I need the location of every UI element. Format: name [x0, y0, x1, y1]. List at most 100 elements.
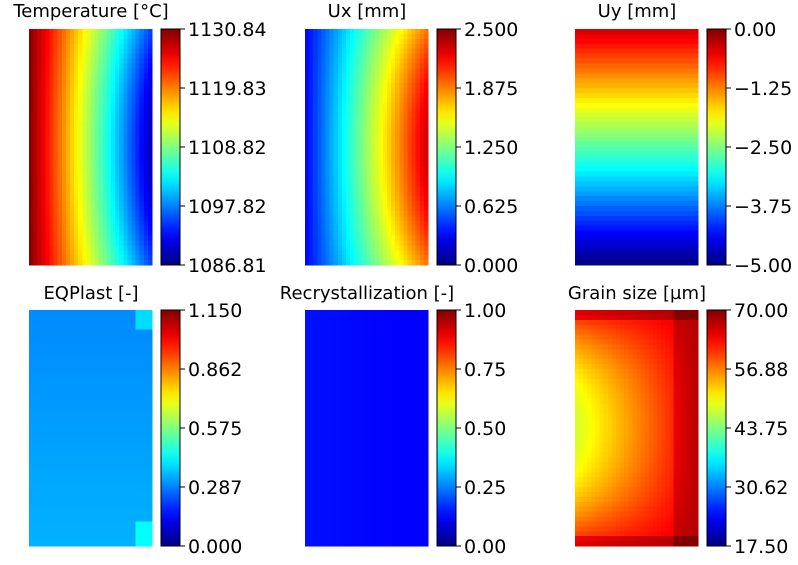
heatmap-cell — [37, 403, 42, 409]
heatmap-cell — [575, 250, 580, 256]
heatmap-cell — [411, 147, 417, 153]
heatmap-cell — [693, 196, 699, 202]
heatmap-cell — [102, 235, 108, 242]
heatmap-cell — [387, 48, 392, 55]
heatmap-cell — [90, 92, 96, 99]
heatmap-cell — [403, 83, 409, 89]
heatmap-cell — [147, 398, 153, 405]
heatmap-cell — [575, 117, 580, 124]
heatmap-cell — [374, 210, 380, 217]
heatmap-cell — [37, 215, 42, 222]
heatmap-cell — [115, 166, 120, 173]
heatmap-cell — [403, 235, 409, 242]
heatmap-cell — [378, 43, 384, 50]
heatmap-cell — [354, 83, 359, 89]
heatmap-cell — [41, 63, 46, 69]
heatmap-cell — [123, 344, 128, 350]
heatmap-cell — [90, 255, 96, 261]
heatmap-cell — [350, 161, 355, 168]
heatmap-cell — [423, 97, 429, 104]
heatmap-cell — [74, 310, 79, 316]
heatmap-cell — [82, 201, 87, 207]
heatmap-cell — [111, 388, 116, 395]
heatmap-cell — [29, 220, 34, 227]
heatmap-cell — [111, 215, 116, 222]
heatmap-cell — [657, 137, 662, 143]
heatmap-cell — [685, 176, 691, 183]
heatmap-cell — [119, 334, 124, 341]
heatmap-cell — [74, 364, 79, 370]
heatmap-cell — [33, 43, 38, 50]
heatmap-cell — [611, 225, 617, 232]
heatmap-cell — [143, 255, 149, 261]
heatmap-cell — [127, 97, 133, 104]
heatmap-cell — [111, 191, 116, 197]
heatmap-cell — [583, 97, 588, 104]
heatmap-cell — [644, 78, 650, 84]
heatmap-cell — [640, 181, 646, 187]
heatmap-cell — [139, 240, 145, 246]
heatmap-cell — [49, 58, 55, 65]
heatmap-cell — [78, 102, 83, 109]
heatmap-cell — [317, 48, 322, 55]
heatmap-cell — [70, 147, 75, 153]
heatmap-cell — [57, 215, 63, 222]
heatmap-cell — [321, 53, 327, 60]
heatmap-cell — [395, 88, 400, 94]
heatmap-cell — [599, 161, 605, 168]
heatmap-cell — [53, 171, 59, 178]
heatmap-cell — [399, 250, 404, 256]
heatmap-cell — [94, 151, 100, 158]
heatmap-cell — [346, 250, 351, 256]
heatmap-cell — [70, 250, 75, 256]
heatmap-cell — [395, 156, 400, 163]
heatmap-cell — [624, 33, 629, 40]
heatmap-cell — [309, 43, 314, 50]
heatmap-cell — [325, 78, 331, 84]
heatmap-cell — [382, 260, 388, 266]
heatmap-cell — [616, 112, 621, 119]
heatmap-cell — [106, 122, 112, 128]
heatmap-cell — [607, 63, 613, 69]
heatmap-cell — [611, 186, 617, 192]
heatmap-cell — [57, 151, 63, 158]
heatmap-cell — [329, 122, 335, 128]
heatmap-cell — [620, 58, 625, 65]
heatmap-cell — [362, 156, 368, 163]
heatmap-cell — [673, 250, 679, 256]
heatmap-cell — [313, 92, 318, 99]
heatmap-cell — [354, 225, 359, 232]
heatmap-cell — [78, 53, 83, 60]
heatmap-cell — [362, 43, 368, 50]
heatmap-cell — [354, 240, 359, 246]
heatmap-cell — [407, 92, 413, 99]
heatmap-cell — [139, 369, 145, 375]
heatmap-cell — [693, 43, 699, 50]
heatmap-cell — [74, 156, 79, 163]
heatmap-cell — [685, 191, 691, 197]
heatmap-cell — [305, 48, 310, 55]
heatmap-cell — [119, 83, 124, 89]
heatmap-cell — [135, 186, 141, 192]
heatmap-cell — [53, 161, 59, 168]
heatmap-cell — [53, 68, 59, 74]
heatmap-cell — [111, 127, 116, 133]
heatmap-cell — [49, 171, 55, 178]
heatmap-cell — [341, 112, 347, 119]
heatmap-cell — [419, 260, 425, 266]
heatmap-cell — [53, 383, 59, 390]
heatmap-cell — [143, 156, 149, 163]
heatmap-cell — [669, 255, 674, 261]
heatmap-cell — [119, 107, 124, 114]
heatmap-cell — [350, 92, 355, 99]
heatmap-cell — [391, 73, 396, 79]
heatmap-cell — [374, 48, 380, 55]
heatmap-cell — [49, 359, 55, 365]
heatmap-cell — [599, 29, 605, 35]
heatmap-cell — [82, 403, 87, 409]
heatmap-cell — [78, 58, 83, 65]
heatmap-cell — [354, 156, 359, 163]
heatmap-cell — [648, 255, 654, 261]
heatmap-cell — [346, 196, 351, 202]
heatmap-cell — [139, 127, 145, 133]
